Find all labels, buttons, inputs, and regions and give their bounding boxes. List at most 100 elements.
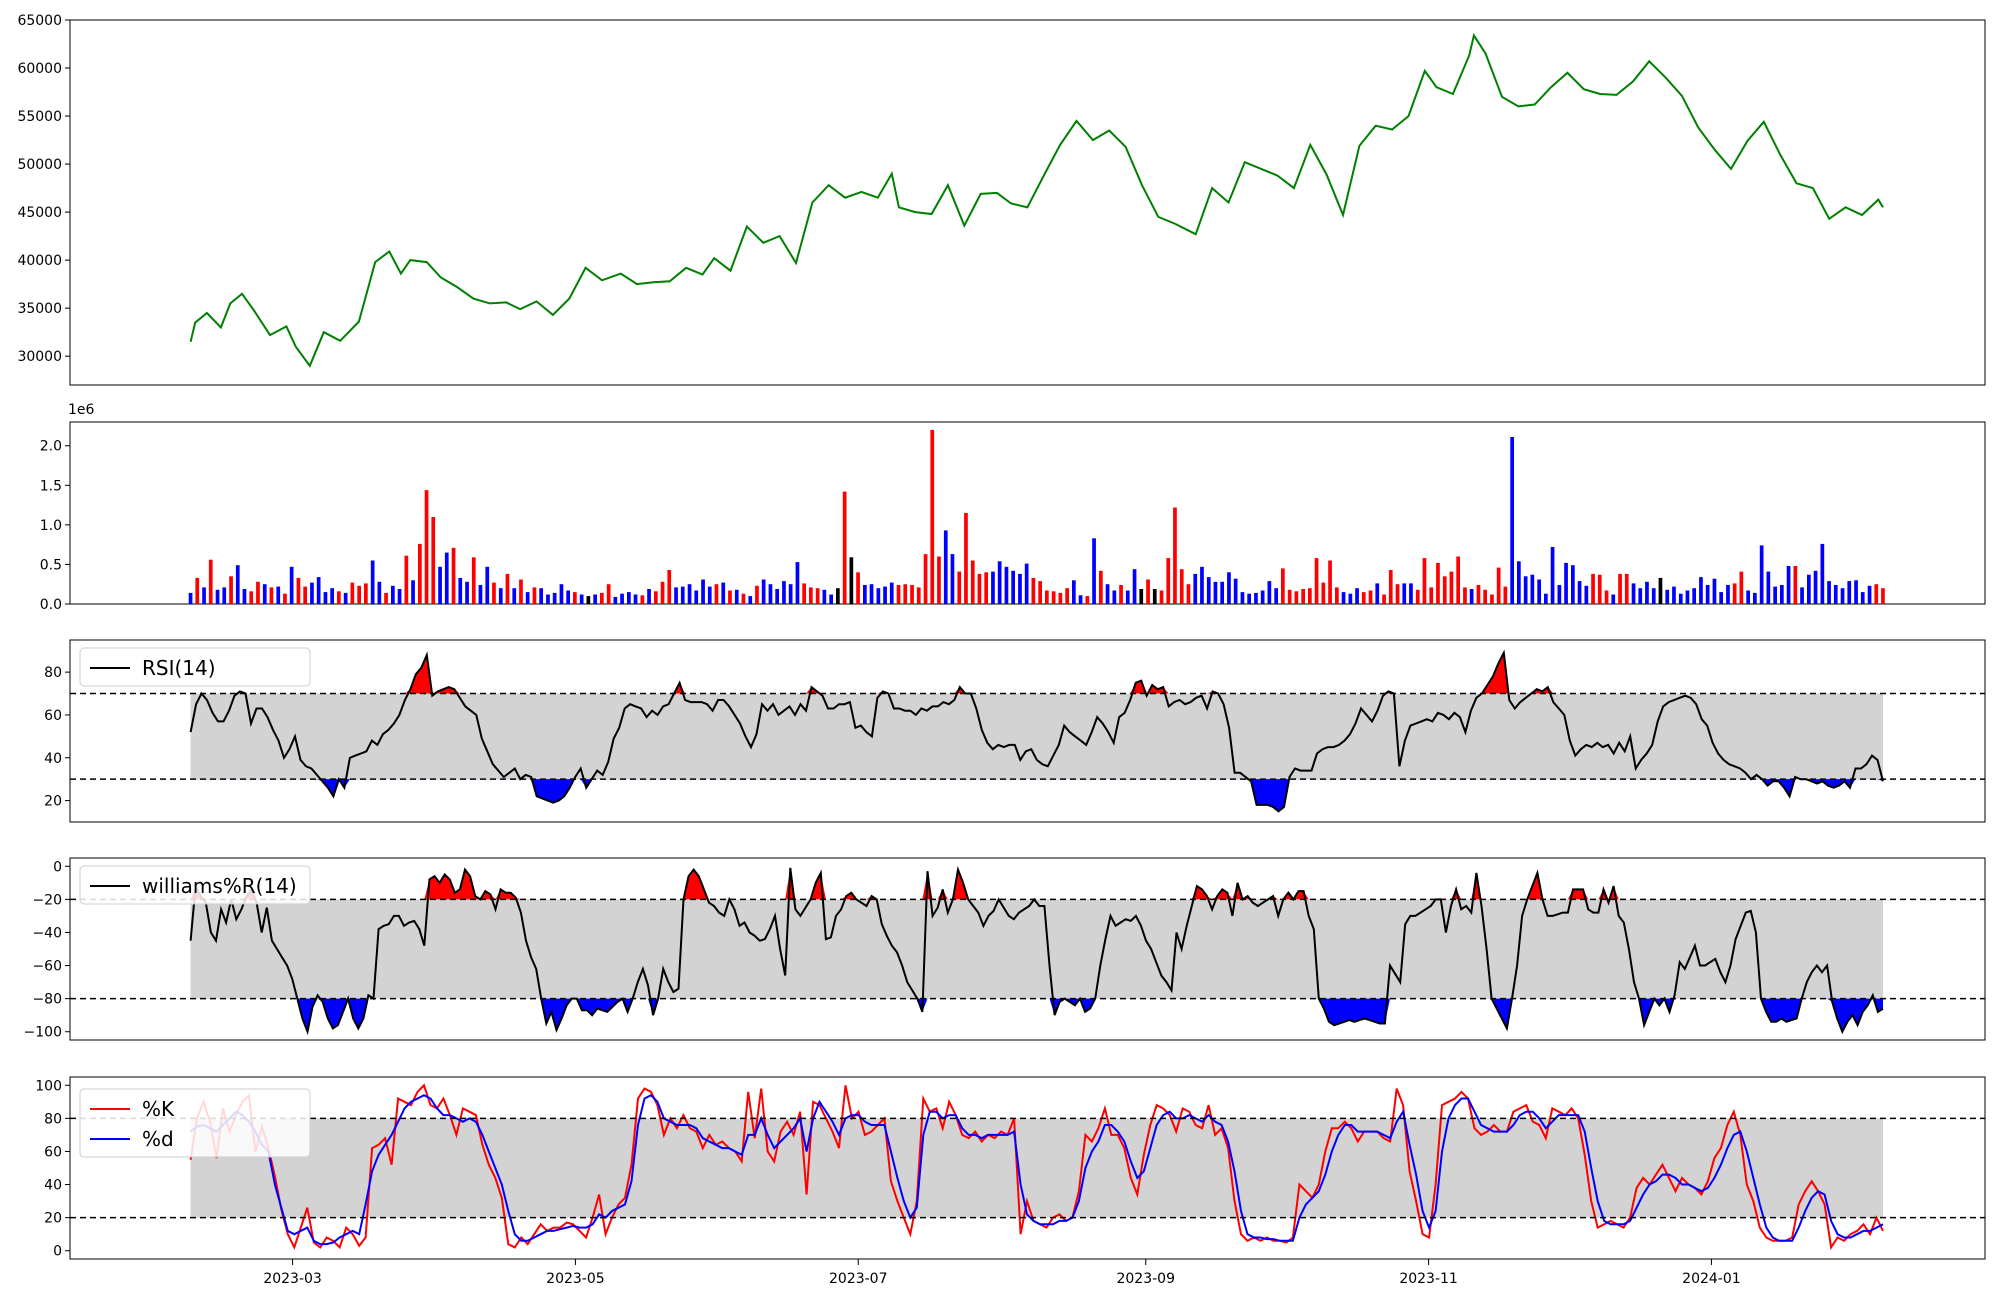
volume-bar (485, 566, 490, 604)
price-ytick-label: 35000 (17, 301, 62, 317)
volume-bar (1685, 590, 1690, 604)
williams-legend-label: williams%R(14) (142, 874, 297, 898)
volume-bar (1436, 562, 1440, 604)
price-axes-frame (69, 19, 1986, 386)
volume-bar (249, 591, 254, 604)
williams-legend-box (79, 865, 311, 905)
volume-bar (1409, 583, 1413, 604)
stochastic-series-line (189, 1093, 1884, 1246)
volume-bar (391, 585, 395, 604)
volume-bar (1813, 570, 1818, 604)
volume-bar (1301, 589, 1306, 604)
stochastic-ytick-label: 60 (44, 1144, 62, 1160)
volume-bar (1092, 538, 1096, 604)
volume-bar (943, 530, 948, 604)
williams-band-fill (190, 899, 1883, 999)
volume-bar (1881, 588, 1885, 604)
volume-bar (1105, 584, 1110, 604)
volume-bar (202, 587, 206, 604)
volume-bar (1159, 590, 1164, 604)
volume-bar (1867, 585, 1872, 604)
volume-bar (1281, 568, 1285, 604)
volume-bar (923, 554, 928, 604)
volume-bar (977, 573, 982, 604)
volume-bar (1368, 590, 1373, 604)
volume-bar (215, 589, 220, 604)
volume-bar (1712, 578, 1717, 604)
volume-ytick-label: 2.0 (40, 439, 62, 455)
volume-bar (802, 583, 807, 604)
williams-axes-frame (69, 857, 1986, 1041)
volume-bar (1058, 592, 1063, 604)
volume-bar (1355, 588, 1359, 604)
volume-bar (707, 586, 712, 604)
volume-bar (1503, 586, 1508, 604)
volume-bar (660, 581, 665, 604)
volume-bar (364, 583, 368, 604)
price-ytick-label: 45000 (17, 205, 62, 221)
volume-bar (1193, 573, 1198, 604)
volume-bar (444, 552, 449, 604)
volume-bar (680, 586, 685, 604)
volume-bar (647, 589, 651, 604)
volume-bar (755, 585, 759, 604)
volume-bar (1773, 586, 1778, 604)
volume-bar (471, 557, 476, 604)
volume-bar (1348, 593, 1353, 604)
volume-bar (1200, 566, 1204, 604)
volume-bar (1004, 566, 1009, 604)
volume-bar (1753, 592, 1757, 604)
volume-bar (1415, 589, 1420, 604)
volume-bar (640, 595, 645, 604)
volume-ytick-label: 1.0 (40, 518, 62, 534)
volume-bar (1018, 573, 1022, 604)
volume-bar (1119, 585, 1123, 604)
volume-bar (937, 556, 941, 604)
volume-bar (1577, 581, 1582, 604)
volume-bar (1078, 595, 1083, 604)
volume-bar (1469, 589, 1474, 604)
volume-bar (896, 585, 901, 604)
volume-bar (883, 586, 887, 604)
rsi-ytick-label: 60 (44, 708, 62, 724)
volume-bar (856, 572, 860, 604)
x-axis-tick-label: 2023-11 (1399, 1271, 1458, 1287)
volume-bar (1429, 587, 1434, 604)
williams-ytick-label: −20 (32, 892, 62, 908)
volume-bar (498, 588, 503, 604)
volume-bar (1375, 583, 1380, 604)
volume-bar (1456, 556, 1461, 604)
volume-bar (1388, 570, 1393, 604)
volume-bar (1328, 560, 1332, 604)
volume-bar (1321, 582, 1326, 604)
volume-bar (1051, 591, 1056, 604)
volume-bar (1732, 583, 1737, 604)
volume-bar (208, 559, 213, 604)
volume-bar (397, 589, 402, 604)
volume-bar (1247, 593, 1252, 604)
volume-bar (687, 584, 692, 604)
x-axis-tick-label: 2023-03 (263, 1271, 322, 1287)
volume-bar (1665, 589, 1670, 604)
volume-bar (1766, 571, 1771, 604)
price-price-line (189, 32, 1884, 368)
volume-bar (1335, 587, 1339, 604)
volume-bar (1759, 545, 1764, 604)
rsi-band-fill (190, 693, 1883, 780)
volume-bar (984, 572, 989, 604)
volume-bar (1645, 581, 1649, 604)
rsi-ytick-label: 20 (44, 794, 62, 810)
volume-bar (404, 555, 409, 604)
price-ytick-label: 65000 (17, 13, 62, 29)
volume-bar (316, 577, 321, 604)
volume-bar (654, 591, 658, 604)
volume-bar (741, 593, 746, 604)
volume-bar (1382, 594, 1386, 604)
volume-bar (1597, 574, 1602, 604)
volume-bar (418, 543, 422, 604)
volume-bar (1624, 573, 1629, 604)
volume-bar (1678, 593, 1683, 604)
volume-bar (1611, 594, 1616, 604)
